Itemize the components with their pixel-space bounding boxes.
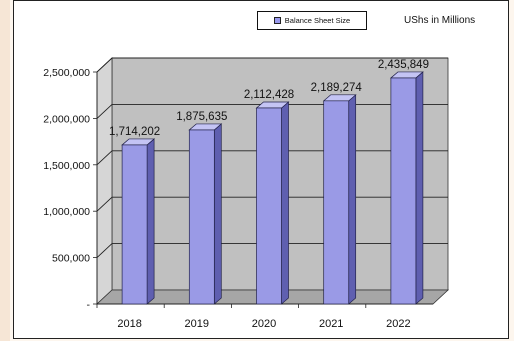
bar-value-label: 2,112,428: [244, 89, 294, 101]
page-edge-strip: [0, 0, 10, 341]
bar: [188, 129, 215, 305]
x-tick-label: 2022: [386, 318, 410, 330]
y-tick-label: 1,000,000: [43, 206, 90, 218]
bar-value-label: 1,875,635: [176, 111, 227, 123]
unit-label: UShs in Millions: [404, 15, 476, 26]
bar-value-label: 1,714,202: [109, 126, 160, 138]
y-tick-label: 500,000: [52, 253, 90, 265]
x-tick-label: 2021: [319, 318, 343, 330]
bar-side: [146, 138, 155, 305]
y-tick-label: 1,500,000: [43, 160, 90, 172]
legend-swatch: [273, 17, 281, 24]
bar-side: [213, 123, 222, 305]
y-tick-label: 2,500,000: [43, 67, 90, 79]
gridline: [96, 57, 448, 73]
bar: [121, 144, 148, 305]
bar: [256, 107, 282, 305]
bar-side: [348, 94, 357, 305]
bar-side: [415, 71, 424, 305]
y-tick-label: 2,000,000: [43, 113, 90, 125]
bar-side: [281, 101, 289, 305]
y-tick-label: -: [87, 299, 91, 311]
x-tick-label: 2018: [117, 318, 141, 330]
bar-value-label: 2,435,849: [378, 59, 429, 71]
legend-label: Balance Sheet Size: [284, 16, 351, 25]
x-tick-label: 2020: [252, 318, 276, 330]
bar: [323, 100, 350, 305]
legend: Balance Sheet Size: [257, 11, 367, 30]
bar: [390, 77, 417, 305]
bar-value-label: 2,189,274: [311, 82, 363, 94]
plot-side-wall: [96, 57, 113, 305]
x-tick-label: 2019: [185, 318, 209, 330]
